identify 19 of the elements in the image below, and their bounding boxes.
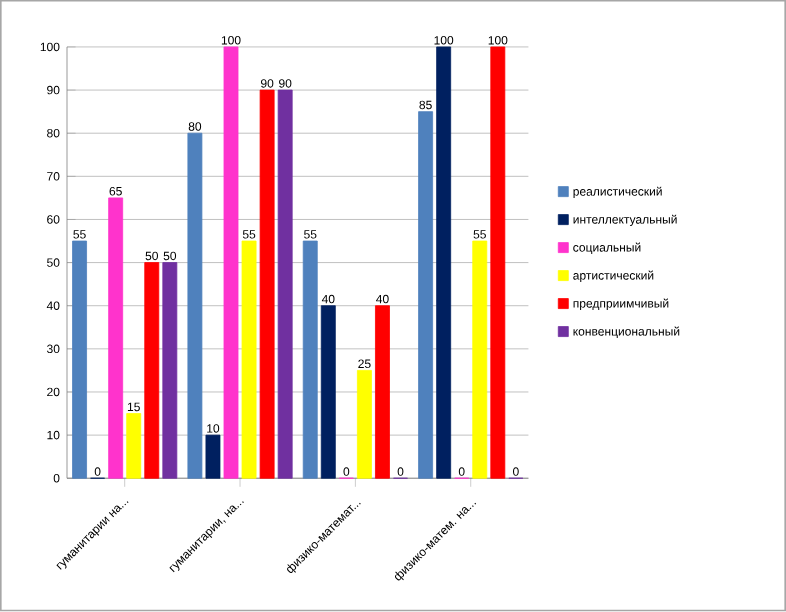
bar (108, 197, 124, 479)
bar (205, 434, 221, 479)
bar (375, 305, 390, 479)
bar (259, 89, 275, 479)
bar (277, 89, 293, 479)
bar (162, 262, 178, 479)
bar (472, 240, 488, 479)
bar (418, 111, 434, 479)
bar (302, 240, 318, 479)
bar (126, 413, 142, 479)
bar (436, 46, 452, 479)
bar (490, 46, 506, 479)
bar (223, 46, 239, 479)
bar (241, 240, 257, 479)
bar (356, 370, 372, 479)
bar (144, 262, 160, 479)
bar (72, 240, 87, 479)
bar (320, 305, 336, 479)
bar (187, 133, 203, 479)
